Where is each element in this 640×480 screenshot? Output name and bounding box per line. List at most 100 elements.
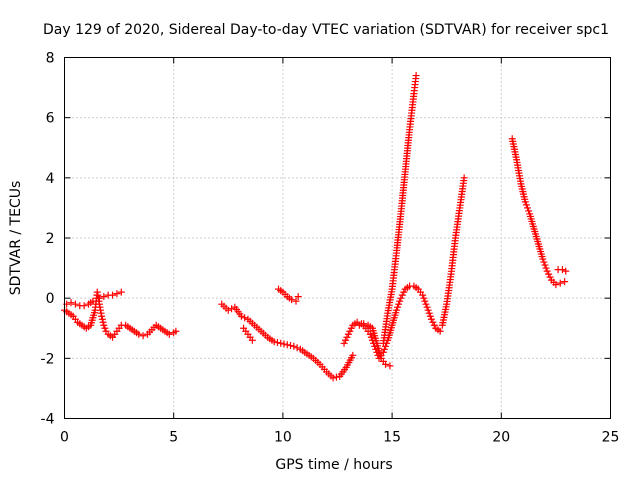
data-point-marker (172, 327, 180, 335)
data-point-marker (224, 306, 232, 314)
data-point-marker (392, 306, 400, 314)
y-tick-label: 8 (46, 51, 55, 67)
data-point-marker (344, 330, 352, 338)
data-point-marker (332, 373, 340, 381)
series-segment-3 (95, 288, 125, 302)
data-point-marker (400, 288, 408, 296)
data-point-marker (273, 339, 281, 347)
data-point-marker (294, 293, 302, 301)
data-point-marker (427, 315, 435, 323)
data-point-marker (248, 336, 256, 344)
data-point-marker (283, 341, 291, 349)
data-point-marker (355, 321, 363, 329)
series-segment-6 (275, 285, 302, 305)
data-point-marker (541, 261, 549, 269)
data-point-marker (347, 324, 355, 332)
x-tick-label: 5 (169, 430, 178, 446)
data-point-marker (545, 270, 553, 278)
data-point-marker (287, 342, 295, 350)
data-point-marker (540, 258, 548, 266)
x-tick-label: 15 (383, 430, 401, 446)
data-point-marker (340, 339, 348, 347)
series-segment-5 (240, 324, 256, 344)
y-tick-label: -4 (41, 412, 55, 428)
data-point-marker (367, 333, 375, 341)
data-point-marker (366, 330, 374, 338)
data-point-marker (139, 332, 147, 340)
series-segment-1 (61, 288, 180, 341)
data-point-marker (398, 291, 406, 299)
data-point-marker (421, 297, 429, 305)
x-axis-label: GPS time / hours (275, 457, 392, 473)
data-point-marker (419, 291, 427, 299)
data-point-marker (380, 345, 388, 353)
y-tick-label: -2 (41, 351, 55, 367)
data-point-marker (329, 374, 337, 382)
data-point-marker (423, 303, 431, 311)
x-tick-label: 20 (492, 430, 510, 446)
series-segment-4 (218, 300, 357, 382)
data-point-marker (109, 291, 117, 299)
data-point-marker (542, 264, 550, 272)
series-segment-2 (63, 297, 97, 310)
data-point-marker (561, 278, 569, 286)
data-point-marker (426, 312, 434, 320)
x-tick-label: 0 (60, 430, 69, 446)
data-point-marker (412, 72, 420, 80)
data-point-marker (100, 293, 108, 301)
y-axis-label: SDTVAR / TECUs (8, 181, 24, 296)
data-point-marker (522, 201, 530, 209)
data-point-marker (539, 255, 547, 263)
x-tick-label: 10 (274, 430, 292, 446)
series-segment-8 (355, 320, 394, 370)
data-point-marker (342, 336, 350, 344)
data-point-marker (71, 300, 79, 308)
y-tick-label: 2 (46, 231, 55, 247)
data-point-marker (422, 300, 430, 308)
data-point-marker (280, 340, 288, 348)
data-point-marker (424, 306, 432, 314)
data-point-marker (521, 198, 529, 206)
data-point-marker (558, 266, 566, 274)
data-point-marker (288, 296, 296, 304)
series-layer (61, 72, 570, 382)
data-point-marker (67, 299, 75, 307)
series-segment-9 (379, 72, 420, 347)
data-point-marker (562, 267, 570, 275)
data-point-marker (165, 330, 173, 338)
data-point-marker (524, 204, 532, 212)
data-point-marker (89, 297, 97, 305)
chart-title: Day 129 of 2020, Sidereal Day-to-day VTE… (43, 22, 609, 38)
data-point-marker (386, 362, 394, 370)
data-point-marker (460, 174, 468, 182)
y-tick-label: 4 (46, 171, 55, 187)
data-point-marker (80, 302, 88, 310)
data-point-marker (552, 281, 560, 289)
data-point-marker (135, 330, 143, 338)
data-point-marker (394, 303, 402, 311)
grid-layer (64, 57, 611, 419)
x-tick-label: 25 (602, 430, 620, 446)
data-point-marker (270, 338, 278, 346)
data-point-marker (117, 288, 125, 296)
series-segment-12 (554, 266, 570, 275)
data-point-marker (346, 327, 354, 335)
data-point-marker (525, 207, 533, 215)
data-point-marker (228, 305, 236, 313)
data-point-marker (420, 294, 428, 302)
data-point-marker (113, 290, 121, 298)
data-point-marker (293, 344, 301, 352)
data-point-marker (290, 342, 298, 350)
y-tick-label: 6 (46, 111, 55, 127)
data-point-marker (101, 324, 109, 332)
data-point-marker (436, 327, 444, 335)
data-point-marker (99, 318, 107, 326)
tick-layer: -4 -2 0 2 4 6 8 0 5 10 15 20 25 (41, 51, 620, 446)
data-point-marker (343, 333, 351, 341)
y-tick-label: 0 (46, 291, 55, 307)
data-point-marker (241, 314, 249, 322)
plot-frame (64, 57, 611, 419)
data-point-marker (95, 294, 103, 302)
data-point-marker (543, 267, 551, 275)
